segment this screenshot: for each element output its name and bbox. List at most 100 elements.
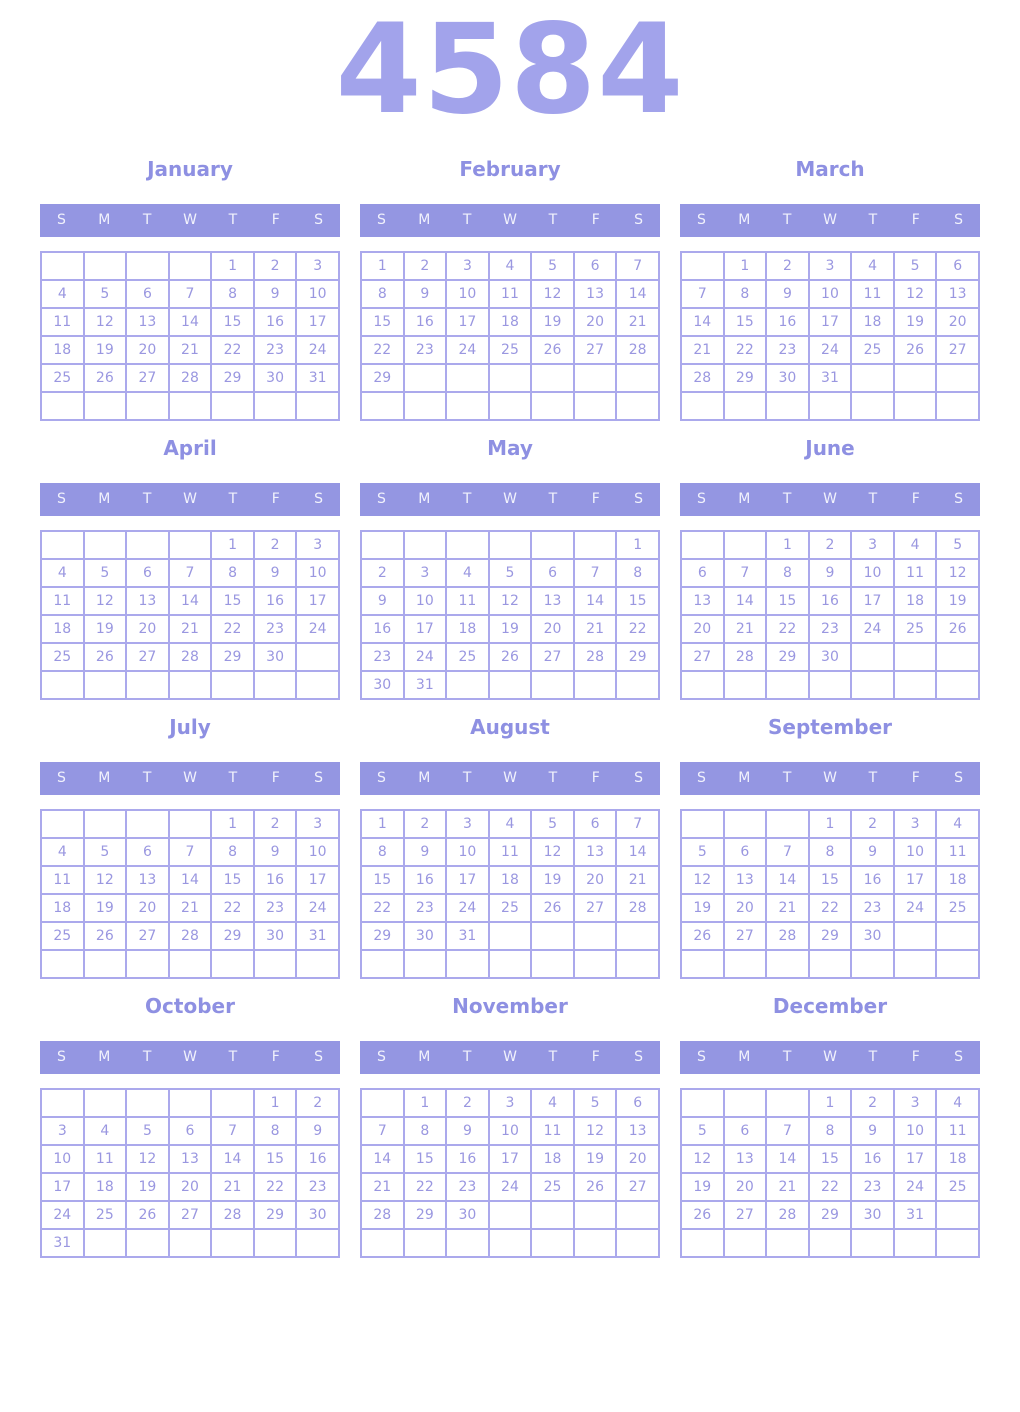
day-cell: 13 — [125, 306, 170, 337]
week-row: 29 30 31 — [360, 920, 660, 951]
month-name: August — [470, 714, 550, 739]
day-cell: 8 — [615, 557, 660, 588]
day-cell: 2 — [295, 1087, 340, 1118]
day-cell: 15 — [360, 864, 405, 895]
week-row: 14 15 16 17 18 19 20 — [360, 1143, 660, 1174]
empty-day-cell — [530, 669, 575, 700]
day-cell: 30 — [295, 1199, 340, 1230]
day-cell: 7 — [360, 1115, 405, 1146]
week-row: 1 — [360, 529, 660, 560]
day-cell: 21 — [167, 334, 213, 365]
day-cell: 17 — [807, 306, 853, 337]
day-cell: 7 — [167, 278, 213, 309]
empty-day-cell — [82, 948, 128, 979]
day-cell: 8 — [210, 557, 255, 588]
day-cell: 14 — [722, 585, 768, 616]
day-cell: 2 — [807, 529, 853, 560]
day-cell: 17 — [295, 306, 340, 337]
day-cell: 20 — [125, 334, 170, 365]
weekday-header: S — [56, 491, 66, 508]
empty-day-cell — [487, 362, 533, 393]
day-cell: 22 — [807, 892, 853, 923]
day-cell: 8 — [807, 836, 853, 867]
day-cell: 27 — [615, 1171, 660, 1202]
weekday-header: W — [183, 1049, 197, 1066]
month-name: October — [145, 993, 235, 1018]
empty-day-cell — [850, 641, 895, 672]
day-cell: 22 — [402, 1171, 448, 1202]
weekday-header: T — [142, 491, 152, 508]
day-cell: 23 — [402, 892, 448, 923]
day-cell: 18 — [892, 585, 938, 616]
day-cell: 4 — [40, 557, 85, 588]
day-cell: 30 — [402, 920, 448, 951]
month-day-grid: 1 2 3 4 5 6 7 8 9 10 11 12 13 14 15 16 17 18 19 20 21 22 23 24 2… — [40, 529, 340, 700]
day-cell: 26 — [82, 920, 128, 951]
week-row: 22 23 24 25 26 27 28 — [360, 892, 660, 923]
day-cell: 2 — [402, 808, 448, 839]
day-cell: 9 — [807, 557, 853, 588]
day-cell: 5 — [487, 557, 533, 588]
day-cell: 19 — [530, 306, 575, 337]
week-row: 11 12 13 14 15 16 17 — [40, 585, 340, 616]
week-row: 4 5 6 7 8 9 10 — [40, 836, 340, 867]
weekday-header: W — [823, 212, 837, 229]
day-cell: 17 — [487, 1143, 533, 1174]
day-cell: 7 — [765, 1115, 810, 1146]
day-cell: 19 — [530, 864, 575, 895]
weekday-header: S — [376, 212, 386, 229]
week-row: 23 24 25 26 27 28 29 — [360, 641, 660, 672]
empty-day-cell — [167, 948, 213, 979]
weekday-header: M — [738, 212, 751, 229]
day-cell: 11 — [487, 278, 533, 309]
week-row: 26 27 28 29 30 — [680, 920, 980, 951]
day-cell: 5 — [82, 557, 128, 588]
week-row: 5 6 7 8 9 10 11 — [680, 1115, 980, 1146]
day-cell: 20 — [530, 613, 575, 644]
weekday-header: T — [868, 770, 878, 787]
day-cell: 26 — [530, 892, 575, 923]
day-cell: 7 — [167, 836, 213, 867]
day-cell: 1 — [360, 808, 405, 839]
week-row: 29 — [360, 362, 660, 393]
weekday-header: T — [548, 491, 558, 508]
day-cell: 9 — [850, 1115, 895, 1146]
week-row: 11 12 13 14 15 16 17 — [40, 864, 340, 895]
empty-day-cell — [167, 390, 213, 421]
empty-day-cell — [82, 1227, 128, 1258]
day-cell: 1 — [360, 250, 405, 281]
week-row: 30 31 — [360, 669, 660, 700]
empty-day-cell — [40, 1087, 85, 1118]
day-cell: 16 — [360, 613, 405, 644]
empty-day-cell — [572, 669, 618, 700]
weekday-header: T — [782, 770, 792, 787]
day-cell: 3 — [40, 1115, 85, 1146]
day-cell: 15 — [210, 864, 255, 895]
day-cell: 6 — [125, 836, 170, 867]
day-cell: 24 — [295, 892, 340, 923]
day-cell: 22 — [210, 892, 255, 923]
day-cell: 10 — [892, 1115, 938, 1146]
week-row: 4 5 6 7 8 9 10 — [40, 278, 340, 309]
weekday-header: T — [228, 770, 238, 787]
day-cell: 1 — [765, 529, 810, 560]
week-row: 15 16 17 18 19 20 21 — [360, 306, 660, 337]
weekday-header: S — [954, 770, 964, 787]
day-cell: 19 — [892, 306, 938, 337]
day-cell: 6 — [722, 836, 768, 867]
day-cell: 11 — [445, 585, 490, 616]
empty-day-cell — [125, 808, 170, 839]
day-cell: 8 — [252, 1115, 298, 1146]
day-cell: 13 — [722, 1143, 768, 1174]
weekday-header: W — [503, 491, 517, 508]
empty-day-cell — [40, 529, 85, 560]
empty-day-cell — [572, 1199, 618, 1230]
empty-day-cell — [252, 669, 298, 700]
day-cell: 17 — [850, 585, 895, 616]
